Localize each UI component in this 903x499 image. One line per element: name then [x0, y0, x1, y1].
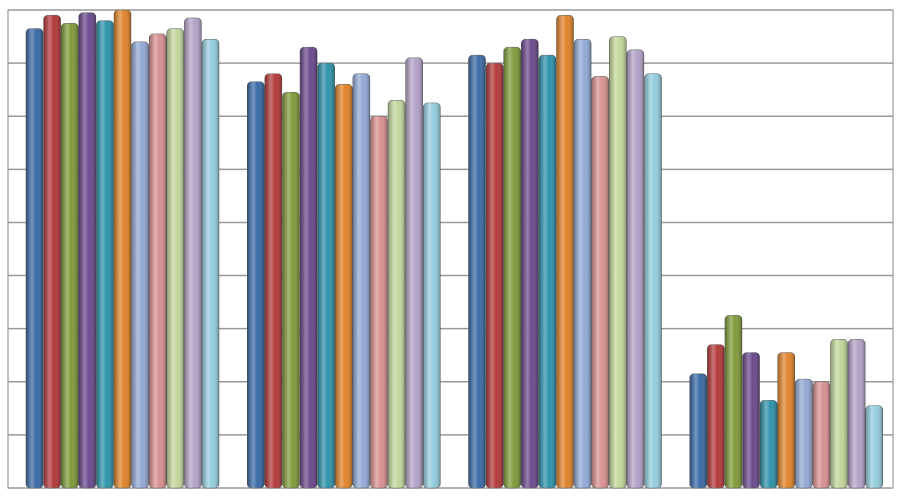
- bar-shade: [848, 339, 866, 488]
- bar-shade: [388, 100, 406, 489]
- bar-shade: [78, 12, 96, 489]
- bar-shade: [202, 39, 219, 488]
- bar-shade: [689, 373, 707, 488]
- bar-shade: [264, 73, 282, 488]
- bar-shade: [26, 28, 43, 488]
- bar-shade: [521, 39, 539, 488]
- bar-shade: [166, 28, 184, 488]
- bar-shade: [149, 33, 167, 489]
- bar-shade: [503, 47, 521, 489]
- bar-shade: [468, 55, 486, 489]
- bar-shade: [777, 352, 795, 488]
- bar-shade: [131, 41, 149, 488]
- bar-shade: [626, 49, 644, 488]
- bar-shade: [707, 344, 725, 488]
- bar-shade: [423, 102, 441, 488]
- bar-shade: [184, 17, 202, 488]
- bar-shade: [830, 339, 848, 488]
- bar-shade: [114, 10, 131, 488]
- bar-shade: [405, 57, 423, 489]
- bar-shade: [574, 39, 592, 488]
- bar-shade: [317, 63, 335, 488]
- bar-shade: [795, 379, 813, 488]
- bar-shade: [760, 400, 778, 488]
- bar-shade: [335, 84, 353, 488]
- bar-shade: [644, 73, 662, 488]
- bar-shade: [556, 15, 574, 489]
- bar-shade: [247, 81, 265, 488]
- bar-shade: [352, 73, 370, 488]
- bar-shade: [43, 15, 61, 489]
- bar-shade: [865, 405, 883, 488]
- bar-shade: [812, 381, 830, 488]
- bar-shade: [300, 47, 318, 489]
- bar-shade: [486, 63, 504, 488]
- bar-shade: [61, 23, 79, 489]
- bar-shade: [538, 55, 556, 489]
- bar-shade: [742, 352, 760, 488]
- bar-shade: [96, 20, 114, 488]
- bar-shade: [591, 76, 609, 488]
- bar-shade: [282, 92, 300, 489]
- bar-shade: [370, 116, 388, 488]
- bar-shade: [609, 36, 627, 489]
- bar-shade: [724, 315, 742, 488]
